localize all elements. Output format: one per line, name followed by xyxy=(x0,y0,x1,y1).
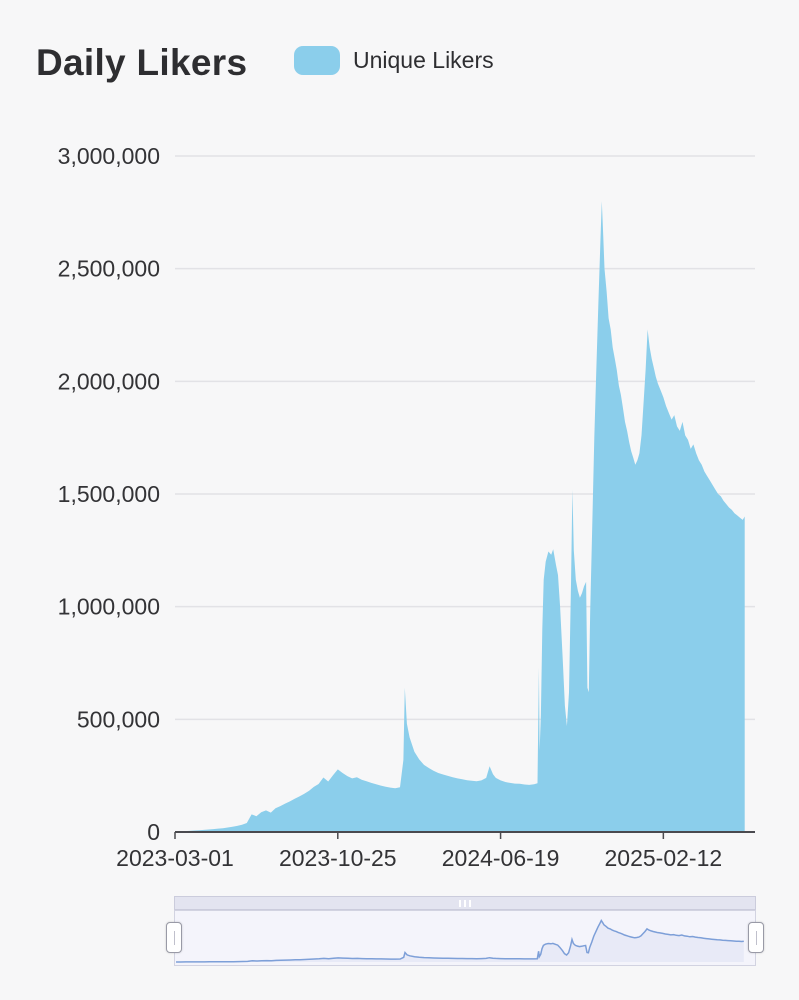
handle-grip-line xyxy=(756,931,757,945)
y-axis-label: 3,000,000 xyxy=(58,143,160,169)
grip-bar xyxy=(469,899,471,907)
grip-bar xyxy=(464,899,466,907)
x-axis-label: 2025-02-12 xyxy=(605,845,723,871)
y-axis-label: 2,000,000 xyxy=(58,368,160,394)
navigator-right-handle[interactable] xyxy=(748,922,764,953)
handle-grip-line xyxy=(174,931,175,945)
navigator[interactable] xyxy=(166,896,764,966)
y-axis-label: 0 xyxy=(147,819,160,845)
navigator-area xyxy=(176,920,744,962)
y-axis-label: 1,500,000 xyxy=(58,481,160,507)
x-axis-label: 2024-06-19 xyxy=(442,845,560,871)
area-series-unique-likers xyxy=(175,201,745,833)
legend-label: Unique Likers xyxy=(353,47,494,73)
y-axis-label: 2,500,000 xyxy=(58,256,160,282)
x-axis-label: 2023-03-01 xyxy=(116,845,234,871)
legend-item-unique-likers[interactable]: Unique Likers xyxy=(294,46,494,75)
y-axis-label: 500,000 xyxy=(77,706,160,732)
navigator-range[interactable] xyxy=(174,910,756,966)
y-axis-label: 1,000,000 xyxy=(58,594,160,620)
grip-bar xyxy=(459,899,461,907)
navigator-line xyxy=(176,918,744,963)
navigator-grip[interactable] xyxy=(175,897,755,909)
x-axis-label: 2023-10-25 xyxy=(279,845,397,871)
plot-area: 0 500,000 1,000,000 1,500,000 2,000,000 2,500… xyxy=(58,143,755,871)
chart-title: Daily Likers xyxy=(36,42,248,83)
legend-swatch xyxy=(294,46,340,75)
navigator-left-handle[interactable] xyxy=(166,922,182,953)
navigator-mini-chart xyxy=(176,918,744,963)
navigator-scrollbar[interactable] xyxy=(174,896,756,910)
